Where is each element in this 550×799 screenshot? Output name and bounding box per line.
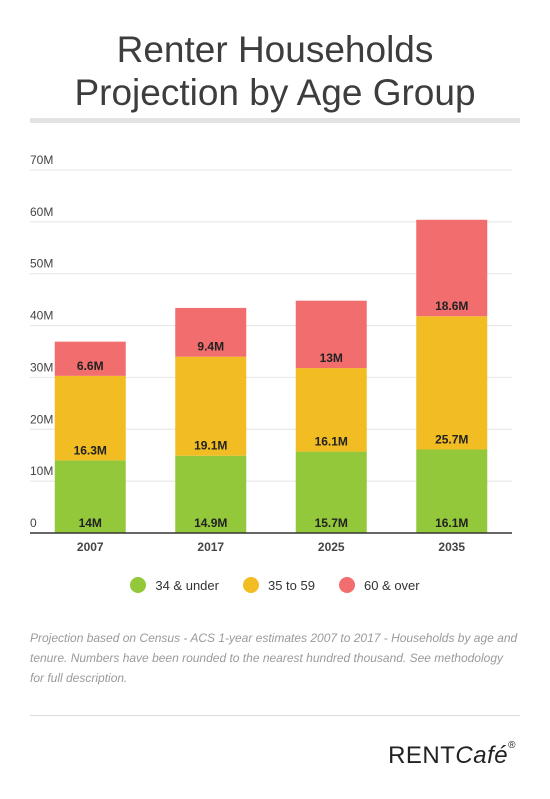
legend-label-35-59: 35 to 59 <box>267 577 315 593</box>
data-label: 15.7M <box>315 516 348 530</box>
title-line-2: Projection by Age Group <box>74 72 476 113</box>
bar-segment <box>416 449 488 533</box>
data-label: 16.1M <box>435 516 468 530</box>
rentcafe-logo: RENTCafé® <box>388 740 516 770</box>
chart-title: Renter Households Projection by Age Grou… <box>0 28 550 114</box>
data-label: 19.1M <box>194 439 227 453</box>
bar-segment <box>175 356 247 456</box>
bar-segment <box>175 455 247 533</box>
x-tick-label: 2025 <box>318 540 345 554</box>
legend-item-35-59: 35 to 59 <box>242 577 315 593</box>
legend-swatch-35-59 <box>242 577 259 593</box>
data-label: 13M <box>320 351 343 365</box>
data-label: 14.9M <box>194 516 227 530</box>
data-label: 14M <box>79 516 102 530</box>
y-tick-label: 60M <box>30 205 53 219</box>
methodology-footnote: Projection based on Census - ACS 1-year … <box>30 631 518 685</box>
y-tick-label: 10M <box>30 464 53 478</box>
legend-swatch-34-under <box>130 577 147 593</box>
data-label: 9.4M <box>197 340 224 354</box>
bar-segment <box>54 341 126 376</box>
bar-segment <box>295 368 367 452</box>
data-label: 25.7M <box>435 433 468 447</box>
bar-segment <box>54 460 126 533</box>
bar-segment <box>416 219 488 317</box>
legend-swatch-60-over <box>338 577 355 593</box>
legend-label-34-under: 34 & under <box>155 577 219 593</box>
data-label: 16.1M <box>315 435 348 449</box>
x-tick-label: 2017 <box>197 540 224 554</box>
y-tick-label: 20M <box>30 412 53 426</box>
bar-segment <box>295 300 367 369</box>
title-divider <box>30 118 520 123</box>
y-tick-label: 30M <box>30 360 53 374</box>
chart-legend: 34 & under 35 to 59 60 & over <box>0 577 550 593</box>
data-label: 18.6M <box>435 299 468 313</box>
title-line-1: Renter Households <box>116 29 434 70</box>
data-label: 6.6M <box>77 359 104 373</box>
y-tick-label: 50M <box>30 257 53 271</box>
y-tick-label: 40M <box>30 309 53 323</box>
y-tick-label: 70M <box>30 153 53 167</box>
bar-segment <box>416 316 488 450</box>
legend-item-34-under: 34 & under <box>130 577 219 593</box>
stacked-bar-chart: 0 10M 20M 30M 40M 50M 60M 70M 14M 16.3M 6.6M 2007 14… <box>30 153 512 554</box>
legend-label-60-over: 60 & over <box>363 577 420 593</box>
footer-divider <box>30 715 520 716</box>
data-label: 16.3M <box>74 443 107 457</box>
brand-cafe: Café <box>455 742 509 769</box>
y-tick-label: 0 <box>30 516 37 530</box>
bar-segment <box>295 451 367 533</box>
x-tick-label: 2007 <box>77 540 104 554</box>
x-tick-label: 2035 <box>438 540 465 554</box>
bar-segment <box>175 307 247 357</box>
bar-segment <box>54 375 126 461</box>
brand-registered-mark: ® <box>508 740 516 751</box>
legend-item-60-over: 60 & over <box>338 577 420 593</box>
brand-rent: RENT <box>388 742 456 769</box>
